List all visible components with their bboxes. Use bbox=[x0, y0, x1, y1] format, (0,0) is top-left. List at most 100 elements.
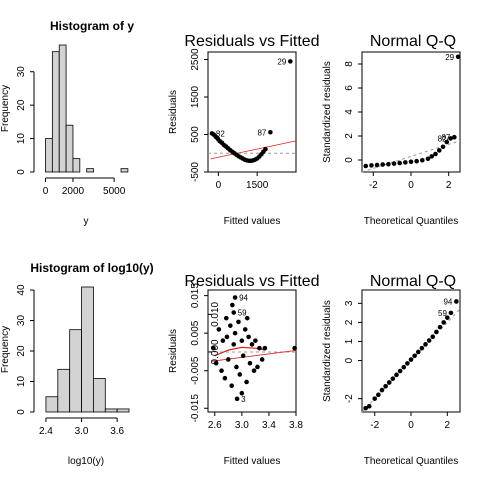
point-label: 87 bbox=[441, 133, 450, 142]
y-axis-label: Frequency bbox=[0, 326, 11, 373]
x-axis-label: log10(y) bbox=[68, 456, 104, 467]
data-point bbox=[232, 295, 238, 300]
x-tick-label: 3.0 bbox=[75, 426, 89, 437]
data-point bbox=[408, 159, 414, 165]
data-point bbox=[426, 338, 432, 343]
data-point bbox=[444, 139, 450, 145]
data-point bbox=[223, 315, 229, 321]
data-point bbox=[262, 345, 268, 351]
data-point bbox=[408, 357, 414, 362]
histogram-bar bbox=[81, 286, 94, 413]
histogram-bar bbox=[51, 51, 60, 173]
plot-frame bbox=[207, 289, 297, 413]
data-point bbox=[230, 302, 235, 308]
point-label: 94 bbox=[443, 297, 452, 306]
data-point bbox=[259, 357, 265, 362]
point-label: 87 bbox=[257, 128, 266, 137]
y-tick-label: -2 bbox=[344, 394, 355, 403]
data-point bbox=[234, 364, 239, 370]
data-point bbox=[436, 148, 442, 153]
histogram-bar bbox=[86, 168, 94, 173]
y-tick-label: 0.015 bbox=[190, 283, 201, 308]
data-point bbox=[219, 368, 224, 374]
data-point bbox=[419, 345, 425, 351]
y-tick-label: -0.005 bbox=[190, 356, 201, 385]
data-point bbox=[257, 345, 262, 351]
x-tick-label: 3.6 bbox=[110, 426, 124, 437]
chart-panel-2: Residuals vs Fitted Fitted values Residual… bbox=[168, 33, 320, 227]
point-label: 29 bbox=[445, 53, 454, 62]
histogram-bar bbox=[45, 396, 59, 413]
data-point bbox=[379, 387, 385, 393]
data-point bbox=[268, 129, 273, 135]
y-tick-label: 2 bbox=[344, 133, 355, 139]
point-label: 82 bbox=[438, 134, 447, 143]
data-point bbox=[255, 364, 260, 370]
x-tick-label: -2 bbox=[370, 420, 379, 431]
histogram-bar bbox=[58, 44, 67, 173]
y-tick-label: 3 bbox=[344, 300, 355, 306]
chart-panel-6: Normal Q-Q Theoretical Quantiles Standardi… bbox=[322, 273, 461, 467]
data-point bbox=[244, 379, 249, 385]
data-point bbox=[247, 360, 253, 366]
data-point bbox=[224, 334, 230, 340]
data-point bbox=[288, 59, 293, 64]
data-point bbox=[228, 323, 233, 328]
data-point bbox=[454, 299, 459, 304]
y-tick-label: 40 bbox=[16, 284, 27, 296]
point-label: 3 bbox=[241, 395, 246, 404]
data-point bbox=[253, 338, 258, 343]
x-tick-label: 0 bbox=[216, 180, 222, 191]
x-tick-label: 0 bbox=[408, 180, 414, 191]
y-tick-label: 30 bbox=[16, 66, 27, 78]
histogram-bar bbox=[104, 408, 118, 413]
data-point bbox=[363, 405, 368, 411]
x-tick-label: 2.4 bbox=[39, 426, 53, 437]
chart-title: Residuals vs Fitted bbox=[184, 33, 319, 50]
data-point bbox=[236, 319, 241, 325]
data-point bbox=[372, 396, 378, 401]
data-point bbox=[433, 151, 438, 157]
data-point bbox=[251, 368, 257, 374]
data-point bbox=[220, 338, 226, 343]
y-tick-label: 10 bbox=[16, 376, 27, 388]
x-tick-label: -2 bbox=[369, 180, 378, 191]
data-point bbox=[430, 334, 436, 340]
histogram-bar bbox=[45, 138, 53, 173]
data-point bbox=[246, 334, 251, 340]
data-point bbox=[412, 353, 417, 359]
chart-title: Histogram of y bbox=[50, 19, 134, 33]
data-point bbox=[292, 345, 297, 351]
x-tick-label: 2000 bbox=[62, 186, 85, 197]
data-point bbox=[211, 345, 216, 351]
x-tick-label: 3.0 bbox=[235, 420, 249, 431]
plot-frame bbox=[361, 51, 461, 173]
data-point bbox=[232, 330, 238, 336]
data-point bbox=[383, 383, 388, 389]
y-tick-label: 1500 bbox=[190, 85, 201, 108]
data-point bbox=[414, 158, 419, 164]
data-point bbox=[455, 54, 461, 60]
data-point bbox=[242, 327, 248, 332]
chart-title: Residuals vs Fitted bbox=[184, 273, 319, 290]
data-point bbox=[239, 390, 245, 396]
y-axis-label: Standardized residuals bbox=[322, 61, 333, 163]
data-point bbox=[403, 160, 408, 165]
x-tick-label: 0 bbox=[408, 420, 414, 431]
data-point bbox=[249, 342, 255, 347]
y-tick-label: -500 bbox=[190, 162, 201, 182]
y-tick-label: 20 bbox=[16, 345, 27, 357]
chart-title: Normal Q-Q bbox=[370, 33, 456, 50]
histogram-bar bbox=[116, 408, 130, 413]
histogram-bar bbox=[93, 378, 106, 413]
data-point bbox=[216, 327, 222, 332]
trend-line bbox=[211, 350, 297, 362]
data-point bbox=[229, 383, 234, 389]
data-point bbox=[391, 161, 397, 166]
histogram-bar bbox=[120, 168, 129, 173]
data-point bbox=[440, 144, 446, 150]
data-point bbox=[366, 403, 372, 409]
data-point bbox=[240, 353, 246, 358]
chart-panel-1: Histogram of y y Frequency 0 2000 5000 0 10 20 30 bbox=[0, 19, 134, 227]
y-tick-label: 30 bbox=[16, 315, 27, 327]
